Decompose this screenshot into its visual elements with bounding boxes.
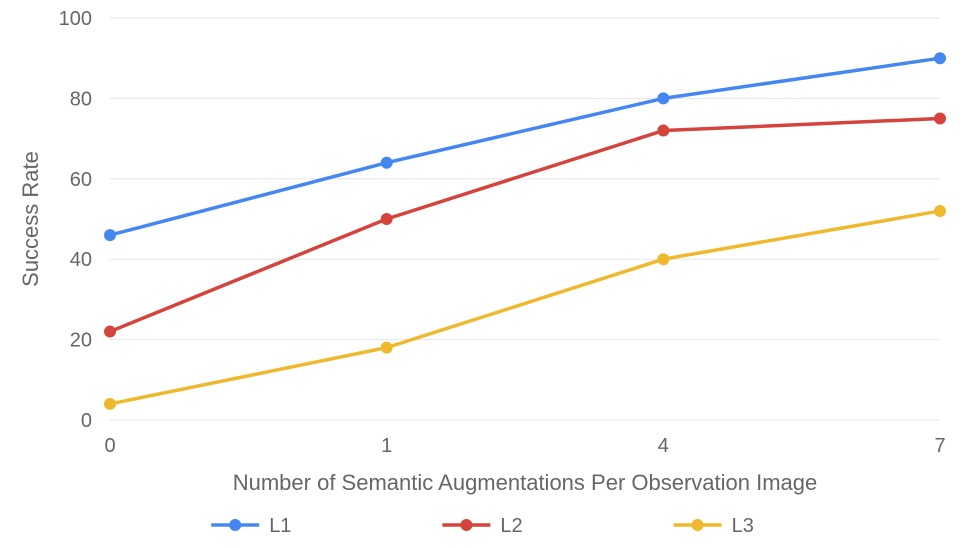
- legend-marker-l2: [460, 519, 472, 531]
- x-tick-label: 0: [104, 435, 115, 457]
- x-tick-label: 7: [934, 435, 945, 457]
- series-marker-l3: [657, 253, 669, 265]
- series-marker-l1: [104, 229, 116, 241]
- series-marker-l2: [657, 125, 669, 137]
- series-marker-l2: [381, 213, 393, 225]
- y-tick-label: 0: [81, 410, 92, 432]
- series-marker-l2: [104, 326, 116, 338]
- legend-marker-l1: [229, 519, 241, 531]
- legend-label-l3: L3: [732, 515, 754, 537]
- legend-marker-l3: [692, 519, 704, 531]
- chart-svg: 0 20 40 60 80 100 0 1 4 7 Number of Semantic Augme…: [0, 0, 966, 548]
- series-marker-l3: [104, 398, 116, 410]
- y-tick-label: 100: [59, 8, 92, 30]
- y-axis-label: Success Rate: [18, 151, 43, 287]
- series-marker-l1: [657, 92, 669, 104]
- y-tick-label: 80: [70, 88, 92, 110]
- line-chart: 0 20 40 60 80 100 0 1 4 7 Number of Semantic Augme…: [0, 0, 966, 548]
- y-tick-label: 20: [70, 330, 92, 352]
- x-axis-label: Number of Semantic Augmentations Per Obs…: [233, 470, 818, 495]
- series-marker-l2: [934, 113, 946, 125]
- y-tick-label: 60: [70, 169, 92, 191]
- legend-label-l2: L2: [500, 515, 522, 537]
- x-tick-label: 4: [658, 435, 669, 457]
- chart-background: [0, 0, 966, 548]
- series-marker-l1: [381, 157, 393, 169]
- legend-label-l1: L1: [269, 515, 291, 537]
- series-marker-l1: [934, 52, 946, 64]
- x-tick-label: 1: [381, 435, 392, 457]
- y-tick-label: 40: [70, 249, 92, 271]
- series-marker-l3: [934, 205, 946, 217]
- series-marker-l3: [381, 342, 393, 354]
